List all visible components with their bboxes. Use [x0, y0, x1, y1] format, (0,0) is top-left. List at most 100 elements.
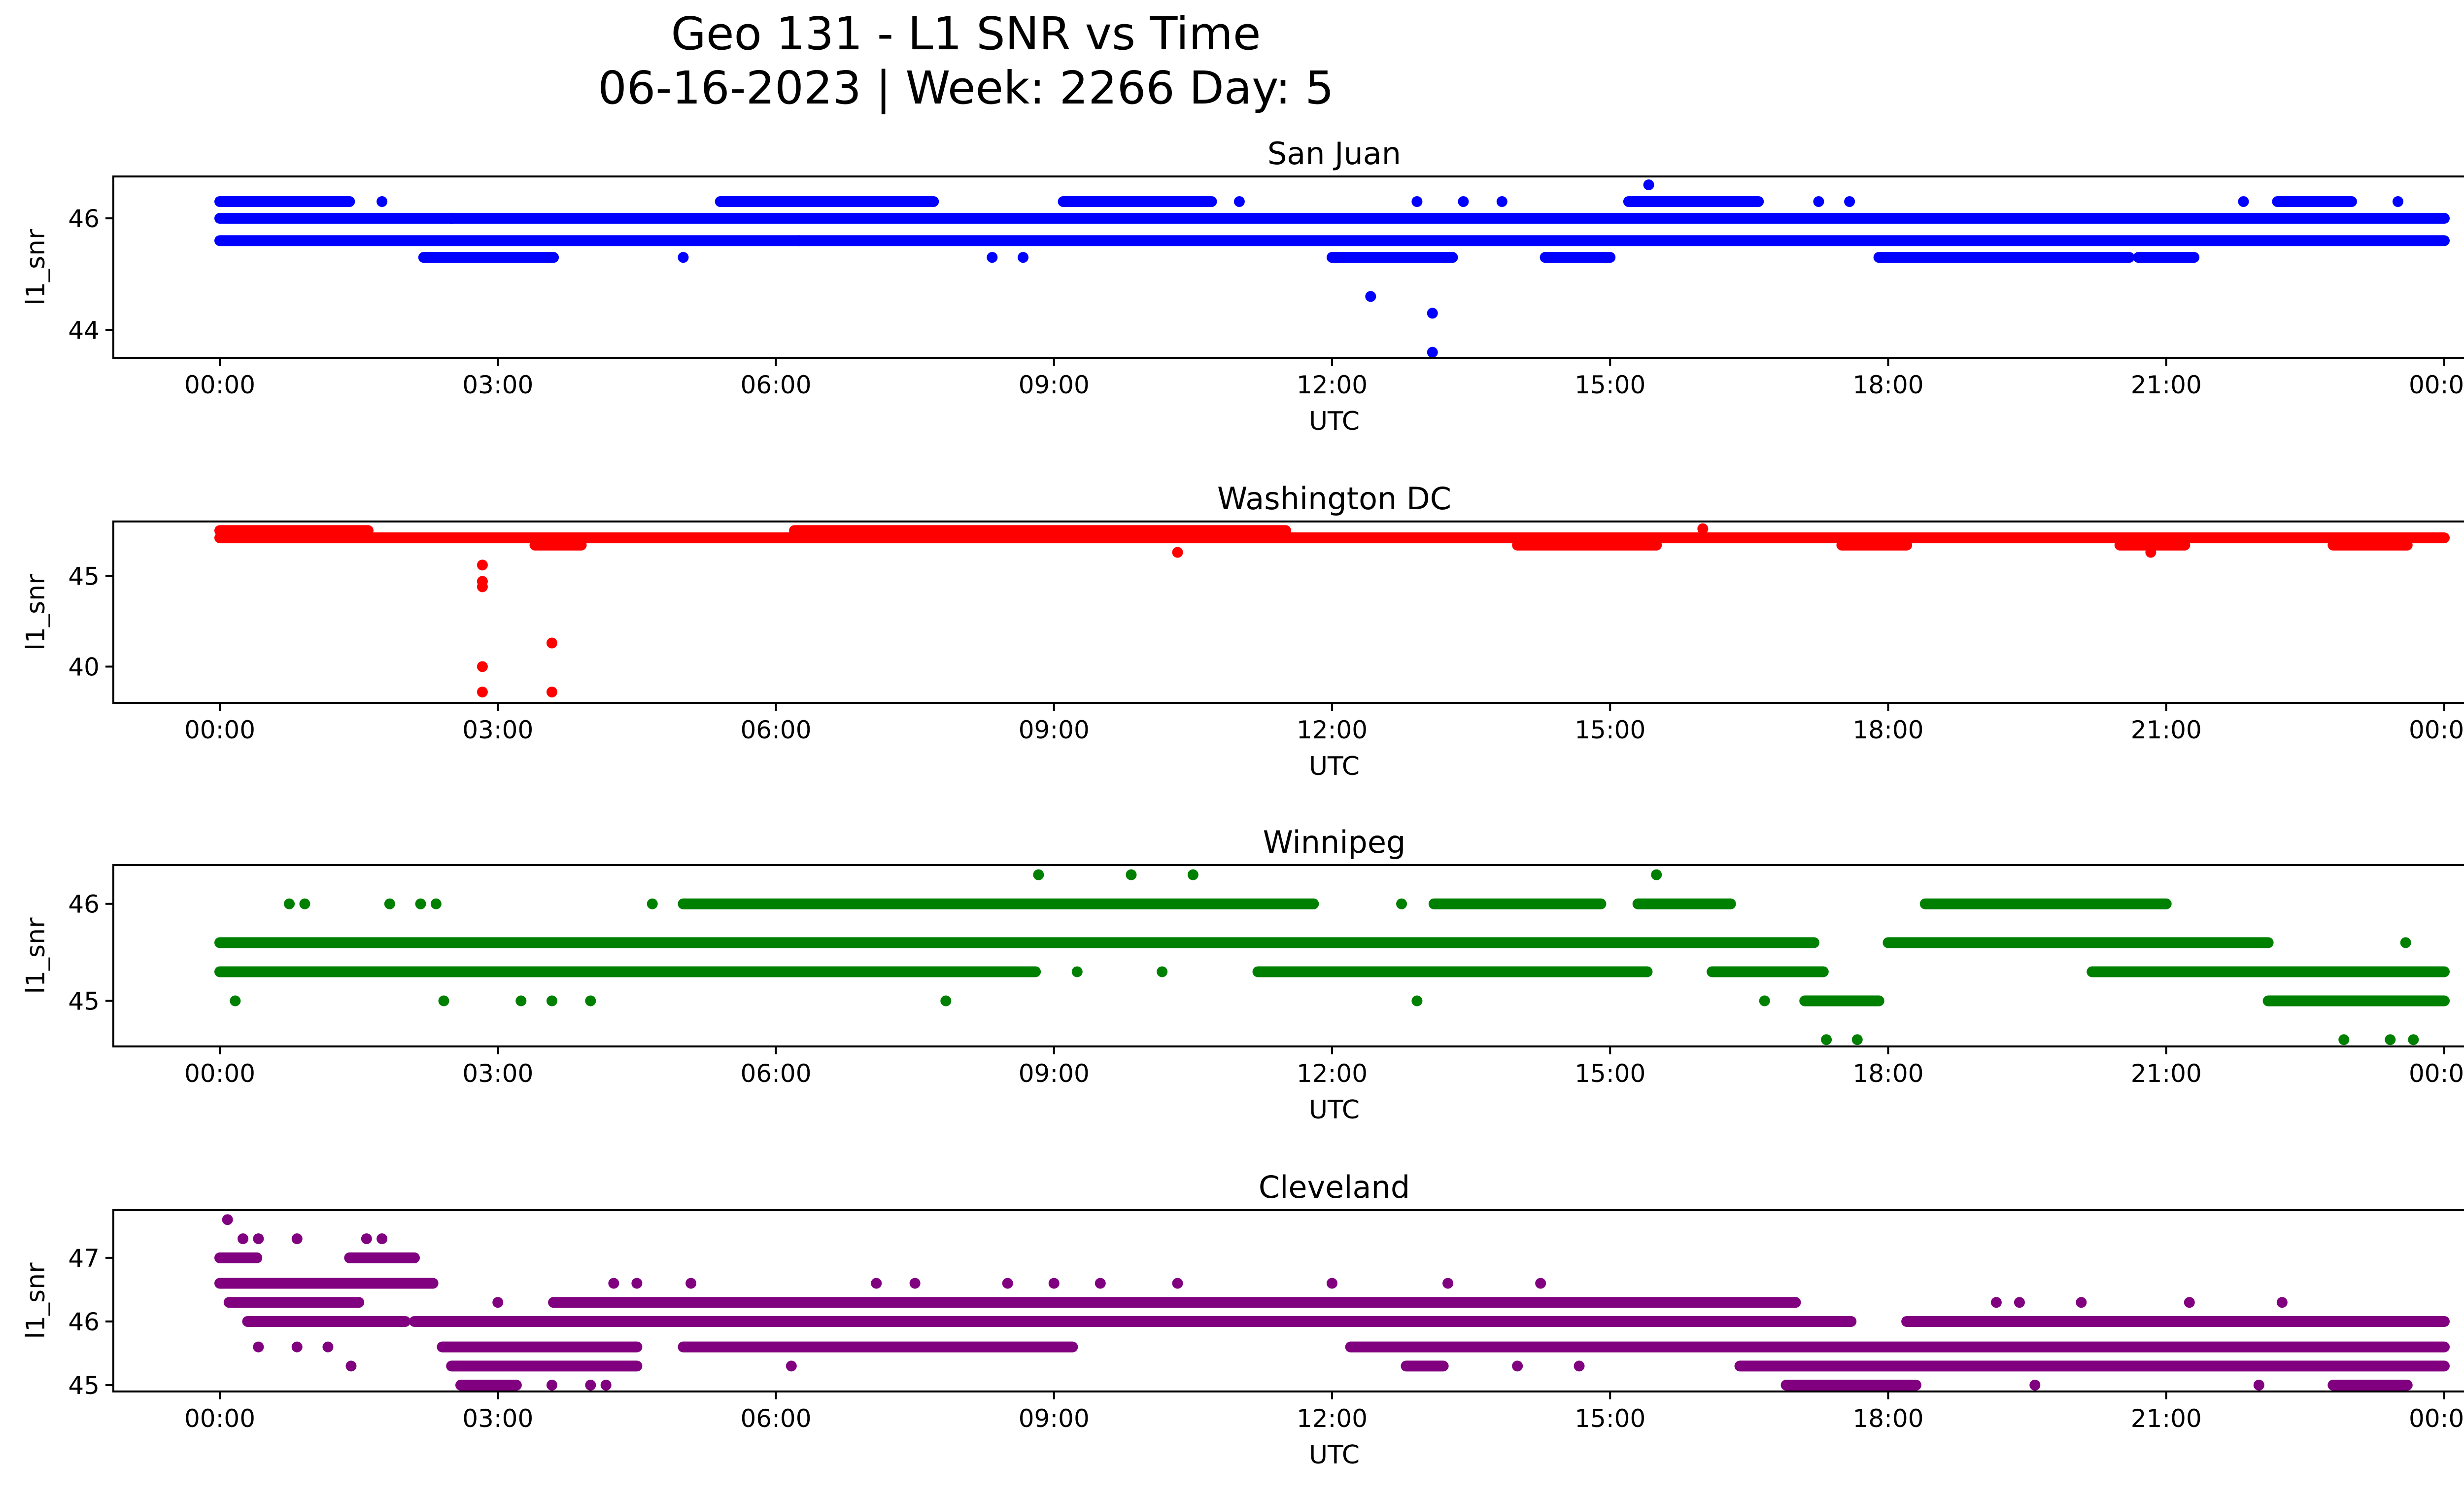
data-point	[1844, 196, 1855, 207]
data-point	[1033, 869, 1044, 880]
data-point	[2184, 1297, 2195, 1308]
data-point	[238, 1233, 249, 1245]
subplot-san-juan: San Juan 00:00 03:00 06:00 09:00 12:00 15:00 18…	[21, 136, 2464, 436]
data-point	[1759, 995, 1770, 1007]
data-point	[909, 1278, 921, 1289]
x-axis-label: UTC	[1309, 407, 1360, 436]
plot-frame	[112, 1209, 2464, 1392]
data-point	[546, 995, 557, 1007]
data-point	[492, 1297, 504, 1308]
data-point	[585, 1380, 596, 1391]
x-tick-label: 09:00	[1019, 1059, 1090, 1088]
x-tick-label: 09:00	[1019, 1404, 1090, 1433]
subplot-cleveland: Cleveland 00:00 03:00 06:00 09:00 12:00 15:00 1…	[21, 1169, 2464, 1470]
x-tick-label: 21:00	[2131, 1059, 2202, 1088]
x-tick-label: 00:00	[2409, 1059, 2464, 1088]
data-point	[546, 1380, 557, 1391]
data-point	[678, 252, 689, 263]
data-point	[1048, 1278, 1060, 1289]
data-point	[1697, 523, 1709, 534]
data-point	[786, 1360, 797, 1372]
x-tick-label: 09:00	[1019, 371, 1090, 399]
data-point	[477, 686, 488, 697]
data-point	[2392, 196, 2403, 207]
data-point	[793, 235, 805, 246]
data-point	[1851, 1034, 1863, 1045]
data-point	[685, 1278, 697, 1289]
data-point	[1427, 347, 1438, 358]
y-tick-label: 46	[68, 1308, 100, 1336]
data-point	[1233, 196, 1245, 207]
data-point	[647, 898, 658, 909]
data-point	[987, 252, 998, 263]
data-point	[871, 1278, 882, 1289]
data-point	[253, 1233, 264, 1245]
data-point	[477, 559, 488, 571]
data-point	[1071, 966, 1083, 977]
data-point	[940, 995, 952, 1007]
x-tick-label: 00:00	[2409, 371, 2464, 399]
subplot-washington-dc: Washington DC 00:00 03:00 06:00 09:00 12:00 15…	[21, 481, 2464, 781]
data-point	[376, 1233, 388, 1245]
x-tick-label: 00:00	[2409, 1404, 2464, 1433]
x-tick-label: 15:00	[1574, 716, 1645, 744]
data-point	[2238, 196, 2249, 207]
x-tick-label: 18:00	[1852, 716, 1923, 744]
data-point	[2076, 1297, 2087, 1308]
data-point	[361, 1233, 372, 1245]
data-series	[214, 1214, 2450, 1391]
data-point	[1172, 1278, 1183, 1289]
data-point	[2385, 1034, 2396, 1045]
subplot-title: San Juan	[1267, 136, 1401, 172]
data-point	[384, 898, 395, 909]
data-point	[1821, 1034, 1832, 1045]
data-point	[230, 995, 241, 1007]
subplot-title: Cleveland	[1259, 1169, 1410, 1205]
data-point	[2029, 1380, 2041, 1391]
y-axis-label: l1_snr	[21, 574, 51, 651]
data-point	[1365, 291, 1376, 302]
x-tick-label: 06:00	[740, 1059, 811, 1088]
data-point	[631, 1278, 643, 1289]
data-series	[214, 869, 2450, 1045]
figure-title-line2: 06-16-2023 | Week: 2266 Day: 5	[598, 62, 1334, 114]
data-point	[1126, 869, 1137, 880]
data-point	[1574, 1360, 1585, 1372]
data-point	[1172, 547, 1183, 558]
y-tick-label: 44	[68, 316, 100, 345]
data-point	[284, 898, 295, 909]
x-tick-label: 15:00	[1574, 371, 1645, 399]
data-point	[515, 995, 527, 1007]
plot-frame	[112, 175, 2464, 359]
data-series	[214, 179, 2450, 358]
x-tick-label: 21:00	[2131, 1404, 2202, 1433]
x-tick-label: 18:00	[1852, 371, 1923, 399]
data-point	[1002, 1278, 1013, 1289]
subplot-title: Winnipeg	[1263, 824, 1406, 860]
data-point	[1496, 196, 1507, 207]
data-point	[477, 581, 488, 592]
data-point	[2276, 1297, 2288, 1308]
plot-frame	[112, 864, 2464, 1047]
data-point	[222, 1214, 233, 1225]
x-axis-label: UTC	[1309, 1095, 1360, 1125]
data-point	[1535, 1278, 1546, 1289]
data-point	[1512, 1360, 1523, 1372]
subplot-winnipeg: Winnipeg 00:00 03:00 06:00 09:00 12:00 15:00 18…	[21, 824, 2464, 1125]
x-tick-label: 18:00	[1852, 1059, 1923, 1088]
data-point	[1458, 196, 1469, 207]
data-point	[430, 898, 442, 909]
data-point	[345, 1360, 357, 1372]
x-tick-label: 12:00	[1297, 716, 1368, 744]
data-point	[1442, 1278, 1454, 1289]
y-tick-label: 45	[68, 562, 100, 591]
x-tick-label: 18:00	[1852, 1404, 1923, 1433]
data-point	[1643, 179, 1654, 190]
data-point	[1327, 1278, 1337, 1289]
data-point	[608, 1278, 619, 1289]
data-point	[1018, 252, 1029, 263]
x-tick-label: 06:00	[740, 716, 811, 744]
x-tick-label: 12:00	[1297, 371, 1368, 399]
x-tick-label: 15:00	[1574, 1059, 1645, 1088]
